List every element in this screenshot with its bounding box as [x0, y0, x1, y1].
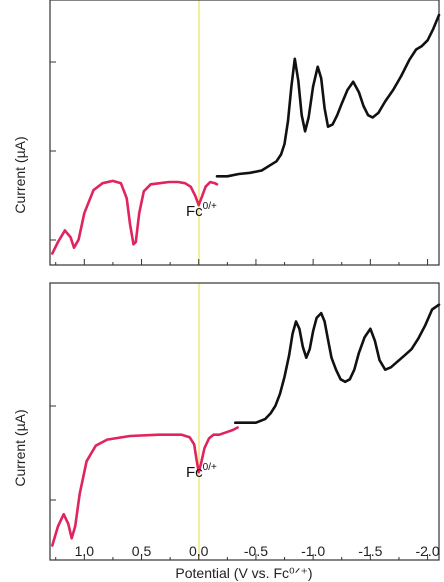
bottom-panel: 1.0 0.5 0.0 -0.5 -1.0 -1.5 -2.0 Current (µA) F…	[12, 282, 441, 581]
bottom-series	[51, 303, 441, 547]
bottom-fc-annotation-sup: 0/+	[203, 462, 217, 473]
top-x-ticks	[55, 259, 429, 265]
top-panel: Current (µA) Fc0/+	[12, 0, 441, 266]
top-fc-annotation-sup: 0/+	[203, 201, 217, 212]
bottom-fc-annotation: Fc0/+	[186, 462, 217, 481]
top-series-line-0	[51, 179, 219, 255]
x-tick-label: -1.0	[301, 543, 325, 559]
bottom-plot-frame	[49, 282, 440, 561]
bottom-fc-annotation-base: Fc	[186, 464, 203, 481]
bottom-y-ticks	[50, 405, 56, 501]
x-tick-label: 0.0	[189, 543, 209, 559]
x-tick-label: -0.5	[244, 543, 268, 559]
bottom-y-axis-label: Current (µA)	[12, 409, 28, 486]
bottom-series-line-1	[234, 303, 441, 424]
top-fc-annotation: Fc0/+	[186, 201, 217, 220]
x-axis-label: Potential (V vs. Fc⁰ᐟ⁺)	[175, 565, 312, 581]
top-y-axis-label: Current (µA)	[12, 136, 28, 213]
top-plot-frame	[49, 0, 440, 266]
top-series	[51, 13, 441, 255]
bottom-x-ticks	[55, 554, 429, 560]
x-tick-label: -1.5	[358, 543, 382, 559]
x-tick-label: 0.5	[132, 543, 152, 559]
top-y-ticks	[50, 61, 56, 241]
top-fc-annotation-base: Fc	[186, 203, 203, 220]
bottom-series-line-0	[51, 426, 239, 547]
x-tick-label: 1.0	[75, 543, 95, 559]
bottom-x-tick-labels: 1.0 0.5 0.0 -0.5 -1.0 -1.5 -2.0	[75, 543, 440, 559]
top-series-line-1	[215, 13, 441, 178]
x-tick-label: -2.0	[415, 543, 439, 559]
